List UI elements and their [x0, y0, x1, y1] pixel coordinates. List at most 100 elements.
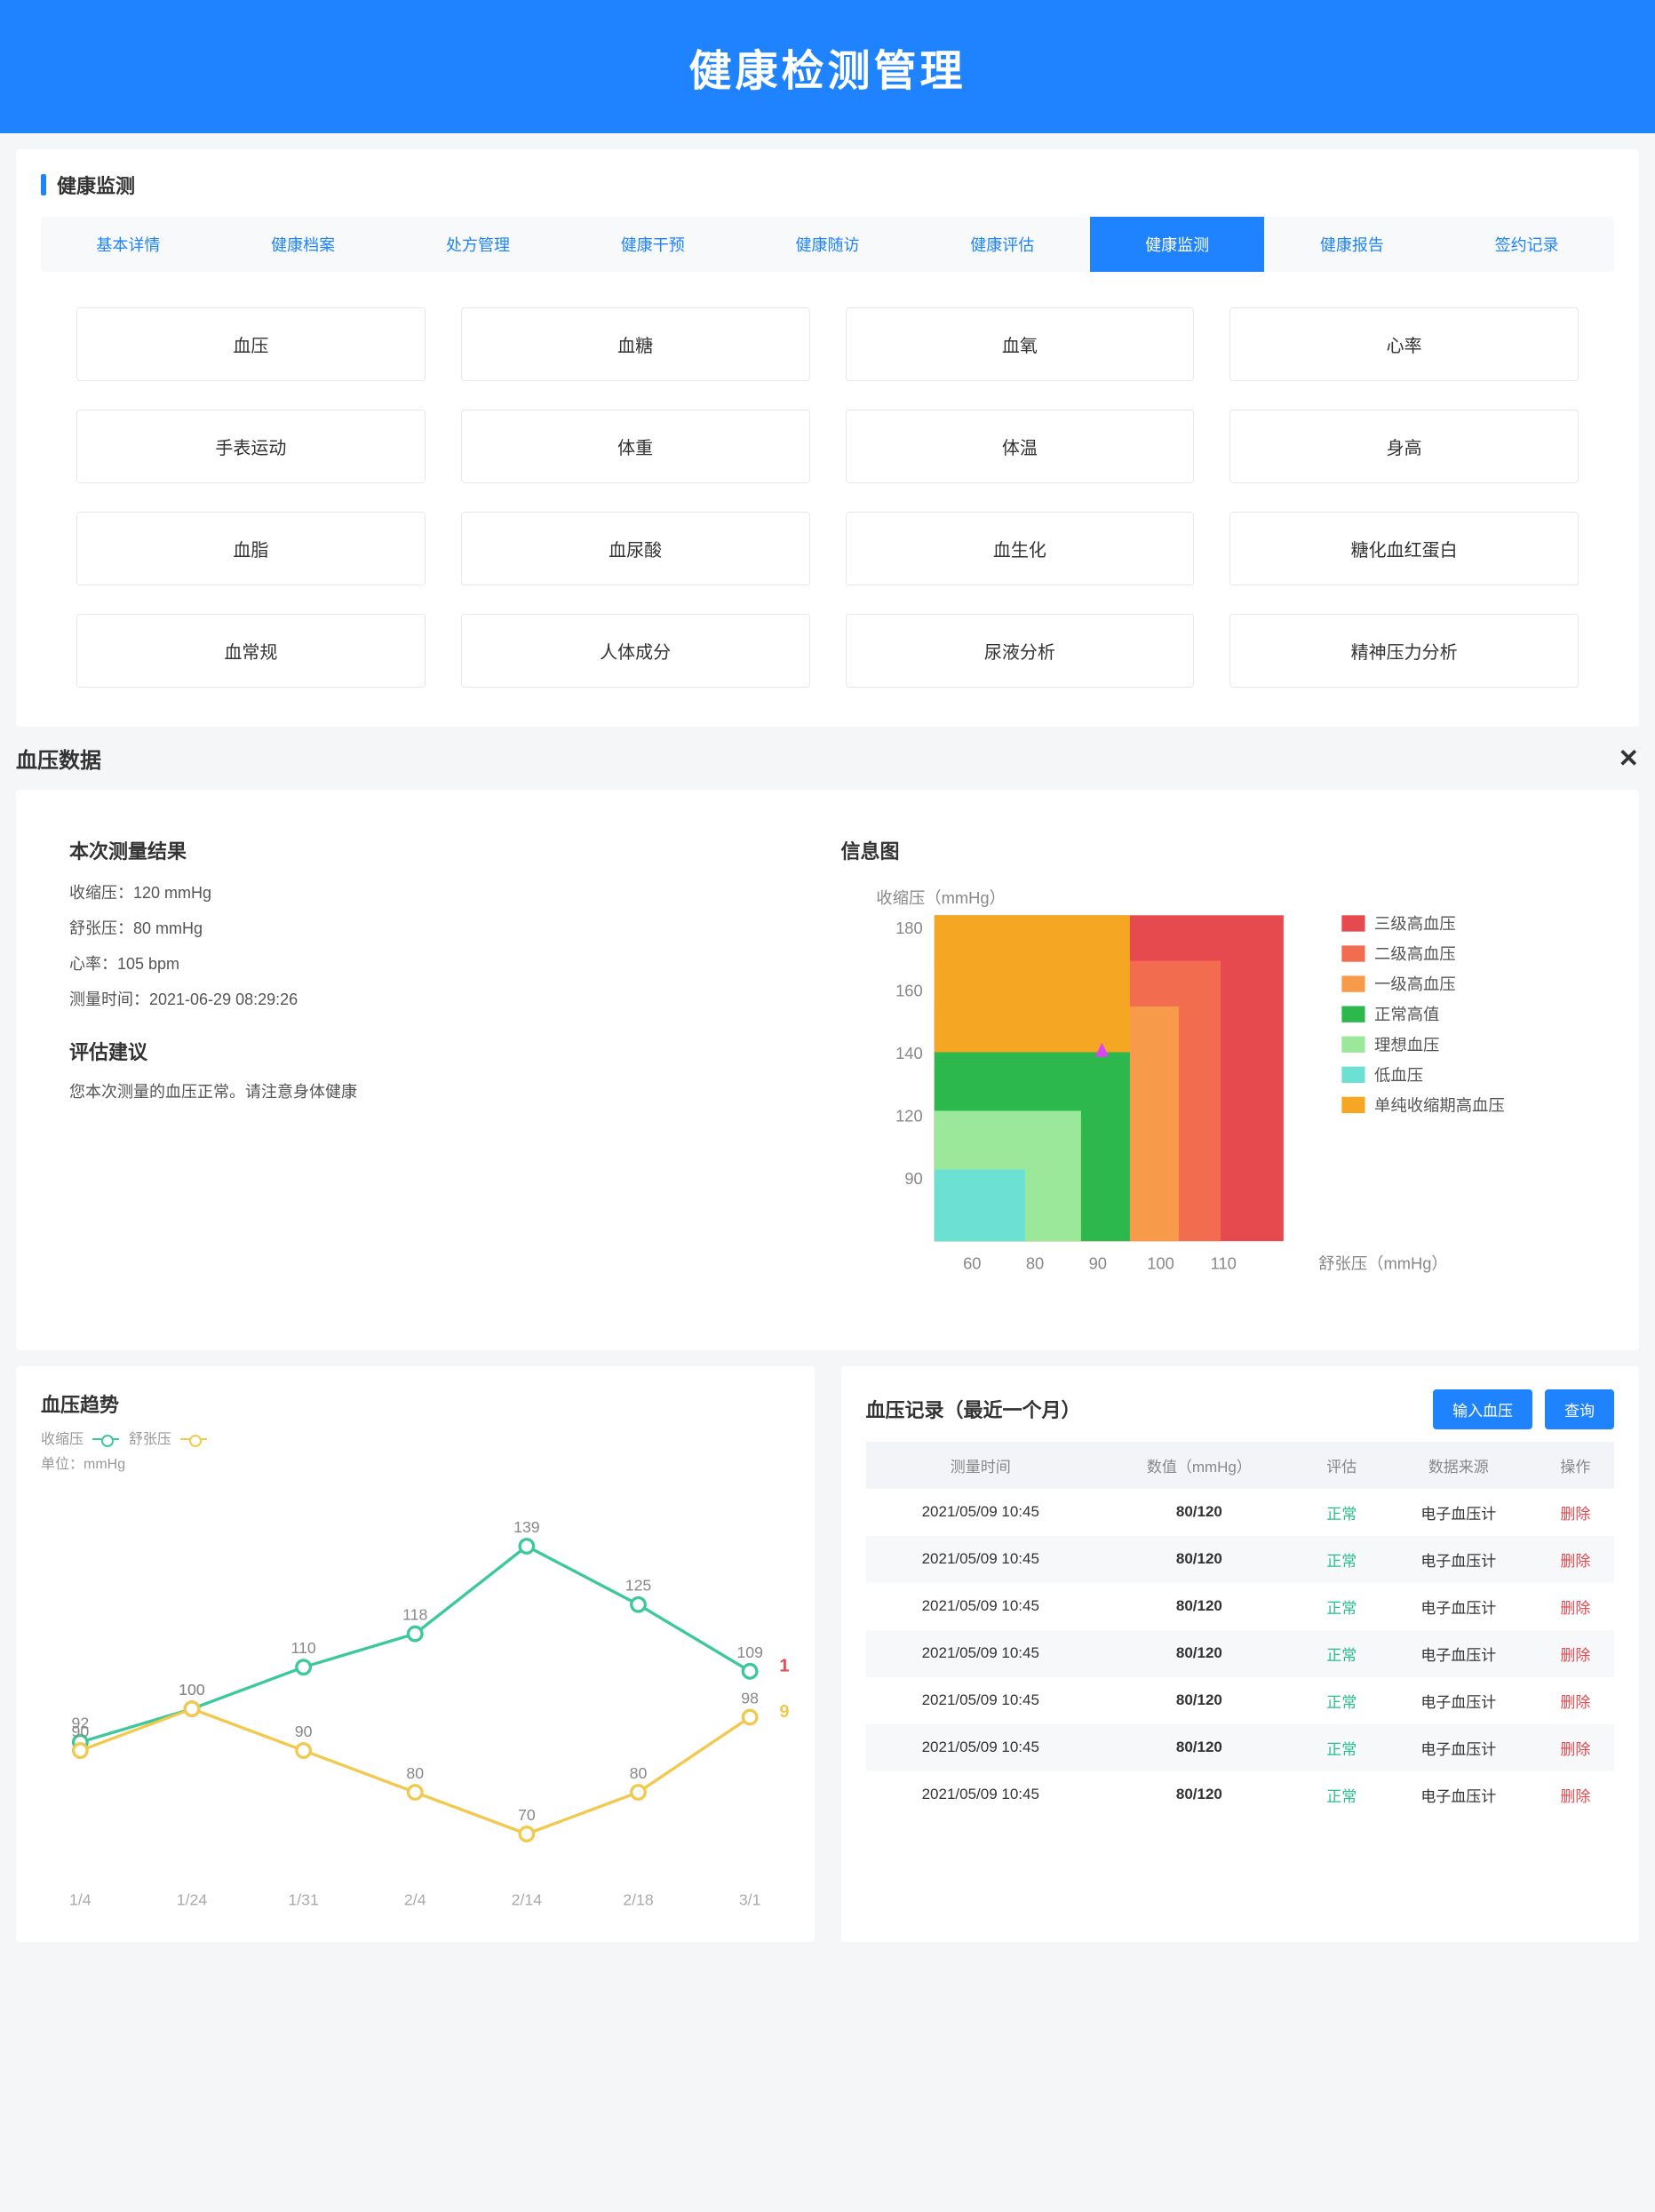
svg-text:120: 120: [895, 1107, 923, 1126]
tab-0[interactable]: 基本详情: [41, 217, 216, 272]
svg-text:110: 110: [290, 1639, 315, 1657]
metric-14[interactable]: 尿液分析: [846, 614, 1195, 688]
cell-src: 电子血压计: [1380, 1536, 1537, 1583]
cell-value: 80/120: [1095, 1536, 1303, 1583]
table-row: 2021/05/09 10:4580/120正常电子血压计删除: [866, 1489, 1615, 1536]
tab-8[interactable]: 签约记录: [1439, 217, 1614, 272]
metric-2[interactable]: 血氧: [846, 307, 1195, 381]
cell-time: 2021/05/09 10:45: [866, 1489, 1096, 1536]
metric-13[interactable]: 人体成分: [461, 614, 810, 688]
tab-6[interactable]: 健康监测: [1090, 217, 1265, 272]
cell-src: 电子血压计: [1380, 1583, 1537, 1630]
svg-text:一级高血压: 一级高血压: [1374, 975, 1456, 993]
tab-2[interactable]: 处方管理: [391, 217, 566, 272]
svg-text:90: 90: [1088, 1254, 1106, 1273]
delete-link[interactable]: 删除: [1537, 1724, 1614, 1771]
metric-10[interactable]: 血生化: [846, 512, 1195, 585]
trend-chart: 9210011011813912510990100908070809810998…: [41, 1482, 790, 1915]
svg-text:80: 80: [406, 1764, 424, 1782]
svg-text:低血压: 低血压: [1374, 1065, 1423, 1084]
trend-legend: 收缩压 .sw[style*='#3cc99a']::after{border-…: [41, 1427, 790, 1448]
result-col: 本次测量结果 收缩压：120 mmHg舒张压：80 mmHg心率：105 bpm…: [69, 836, 815, 1304]
metric-12[interactable]: 血常规: [76, 614, 426, 688]
cell-eval: 正常: [1303, 1489, 1380, 1536]
svg-text:3/1: 3/1: [739, 1890, 761, 1908]
result-row: 收缩压：120 mmHg: [69, 880, 815, 903]
svg-text:理想血压: 理想血压: [1374, 1035, 1439, 1054]
delete-link[interactable]: 删除: [1537, 1536, 1614, 1583]
metric-7[interactable]: 身高: [1229, 410, 1579, 483]
metric-11[interactable]: 糖化血红蛋白: [1229, 512, 1579, 585]
col-header: 数据来源: [1380, 1442, 1537, 1489]
svg-text:三级高血压: 三级高血压: [1374, 914, 1456, 933]
delete-link[interactable]: 删除: [1537, 1583, 1614, 1630]
table-row: 2021/05/09 10:4580/120正常电子血压计删除: [866, 1724, 1615, 1771]
bp-section-head: 血压数据 ✕: [16, 743, 1639, 774]
query-button[interactable]: 查询: [1545, 1389, 1614, 1429]
col-header: 评估: [1303, 1442, 1380, 1489]
svg-text:125: 125: [625, 1576, 652, 1594]
metric-5[interactable]: 体重: [461, 410, 810, 483]
svg-text:60: 60: [963, 1254, 981, 1273]
tab-3[interactable]: 健康干预: [565, 217, 740, 272]
result-row: 测量时间：2021-06-29 08:29:26: [69, 987, 815, 1010]
result-row: 舒张压：80 mmHg: [69, 916, 815, 939]
tab-4[interactable]: 健康随访: [740, 217, 915, 272]
svg-text:2/18: 2/18: [623, 1890, 654, 1908]
cell-time: 2021/05/09 10:45: [866, 1536, 1096, 1583]
svg-text:160: 160: [895, 982, 923, 1000]
svg-text:1/24: 1/24: [177, 1890, 208, 1908]
svg-text:109: 109: [736, 1643, 763, 1660]
trend-title: 血压趋势: [41, 1389, 790, 1418]
info-title: 信息图: [841, 836, 1587, 864]
trend-unit: 单位：mmHg: [41, 1452, 790, 1473]
svg-text:90: 90: [71, 1723, 89, 1740]
cell-src: 电子血压计: [1380, 1677, 1537, 1724]
cell-time: 2021/05/09 10:45: [866, 1724, 1096, 1771]
svg-text:二级高血压: 二级高血压: [1374, 944, 1456, 963]
table-row: 2021/05/09 10:4580/120正常电子血压计删除: [866, 1771, 1615, 1818]
trend-card: 血压趋势 收缩压 .sw[style*='#3cc99a']::after{bo…: [16, 1366, 815, 1943]
svg-text:80: 80: [1025, 1254, 1043, 1273]
records-title: 血压记录（最近一个月）: [866, 1395, 1081, 1423]
metric-6[interactable]: 体温: [846, 410, 1195, 483]
cell-time: 2021/05/09 10:45: [866, 1630, 1096, 1677]
svg-text:收缩压（mmHg）: 收缩压（mmHg）: [876, 888, 1006, 907]
metric-1[interactable]: 血糖: [461, 307, 810, 381]
cell-src: 电子血压计: [1380, 1630, 1537, 1677]
tab-5[interactable]: 健康评估: [915, 217, 1090, 272]
metric-4[interactable]: 手表运动: [76, 410, 426, 483]
delete-link[interactable]: 删除: [1537, 1771, 1614, 1818]
cell-value: 80/120: [1095, 1771, 1303, 1818]
svg-text:90: 90: [295, 1723, 313, 1740]
svg-text:100: 100: [179, 1681, 205, 1699]
svg-text:正常高值: 正常高值: [1374, 1005, 1439, 1023]
svg-text:110: 110: [1210, 1254, 1236, 1273]
tab-7[interactable]: 健康报告: [1264, 217, 1439, 272]
delete-link[interactable]: 删除: [1537, 1489, 1614, 1536]
svg-text:1/31: 1/31: [288, 1890, 319, 1908]
metric-0[interactable]: 血压: [76, 307, 426, 381]
input-bp-button[interactable]: 输入血压: [1433, 1389, 1532, 1429]
cell-time: 2021/05/09 10:45: [866, 1677, 1096, 1724]
tab-1[interactable]: 健康档案: [216, 217, 391, 272]
cell-eval: 正常: [1303, 1630, 1380, 1677]
result-row: 心率：105 bpm: [69, 951, 815, 975]
metric-15[interactable]: 精神压力分析: [1229, 614, 1579, 688]
delete-link[interactable]: 删除: [1537, 1630, 1614, 1677]
metric-9[interactable]: 血尿酸: [461, 512, 810, 585]
close-icon[interactable]: ✕: [1619, 744, 1639, 773]
cell-value: 80/120: [1095, 1724, 1303, 1771]
page-header: 健康检测管理: [0, 0, 1655, 133]
table-row: 2021/05/09 10:4580/120正常电子血压计删除: [866, 1630, 1615, 1677]
svg-text:80: 80: [630, 1764, 648, 1782]
svg-text:139: 139: [513, 1518, 540, 1536]
metric-8[interactable]: 血脂: [76, 512, 426, 585]
cell-time: 2021/05/09 10:45: [866, 1771, 1096, 1818]
cell-value: 80/120: [1095, 1489, 1303, 1536]
delete-link[interactable]: 删除: [1537, 1677, 1614, 1724]
metric-3[interactable]: 心率: [1229, 307, 1579, 381]
bp-heading: 血压数据: [16, 743, 101, 774]
svg-text:109: 109: [779, 1656, 789, 1675]
col-header: 测量时间: [866, 1442, 1096, 1489]
